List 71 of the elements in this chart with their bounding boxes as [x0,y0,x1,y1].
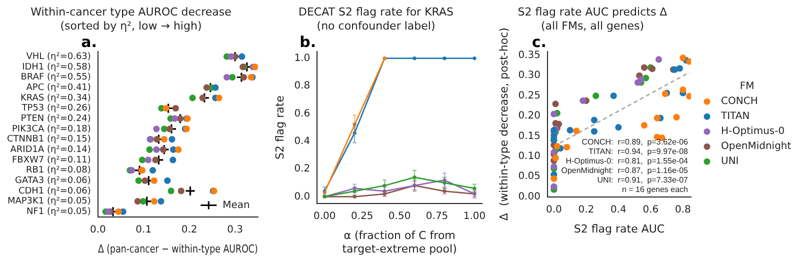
y-axis-title: S2 flag rate [273,95,286,160]
x-tick-label: 0.2 [181,224,198,236]
y-tick-label: FBXW7 (η²=0.11) [12,155,91,166]
legend-label: H-Optimus-0 [721,126,785,138]
annotation: OpenMidnight: r=0.87, p=1.16e-05 [561,166,689,176]
y-tick-label: RB1 (η²=0.08) [26,166,91,176]
y-tick-label: KRAS (η²=0.34) [20,93,91,104]
y-tick-label: 1.0 [294,52,310,64]
x-tick-label: 0.1 [136,224,152,236]
legend-label: TITAN [720,111,750,122]
y-tick-label: ARID1A (η²=0.14) [10,144,91,155]
y-tick-label: TP53 (η²=0.26) [20,104,91,114]
x-tick-label: 0.2 [578,204,594,216]
x-tick-label: 0.00 [313,211,336,222]
annotation: UNI: r=0.91, p=7.33e-07 [597,176,689,185]
x-tick-label: 0.4 [610,204,626,216]
y-tick-label: 0.10 [518,151,540,162]
y-tick-label: IDH1 (η²=0.58) [22,62,91,72]
legend-label: OpenMidnight [721,141,792,152]
y-tick-label: GATA3 (η²=0.06) [15,176,91,186]
y-tick-label: 0.20 [518,110,540,122]
x-tick-label: 0.25 [350,211,374,222]
chart-title: S2 flag rate AUC predicts Δ [518,5,668,18]
x-axis-title: S2 flag rate AUC [574,222,665,236]
y-tick-label: VHL (η²=0.63) [26,52,91,62]
y-tick-label: 0.25 [518,90,540,102]
chart-subtitle: (all FMs, all genes) [540,20,644,33]
y-tick-label: NF1 (η²=0.05) [26,206,91,217]
x-axis-title: α (fraction of C from target-extreme pool) [342,229,457,256]
x-tick-label: 0.3 [227,224,243,236]
y-tick-label: 0.05 [518,171,540,182]
y-tick-label: 0.2 [294,164,310,175]
x-tick-label: 0.8 [674,204,691,216]
legend-label: CONCH [721,96,758,108]
annotation: n = 16 genes each [622,185,688,194]
y-tick-label: 0.8 [294,80,310,92]
y-tick-label: 0.35 [518,50,540,62]
x-tick-label: 0.0 [90,224,106,236]
text: a. [81,32,97,51]
y-tick-label: 0.15 [518,130,540,142]
text: c. [532,32,546,51]
x-axis-title: Δ (pan-cancer − within-type AUROC) [98,243,258,256]
chart-subtitle: (no confounder label) [316,20,436,33]
y-tick-label: PTEN (η²=0.24) [20,114,91,124]
y-tick-label: CTNNB1 (η²=0.15) [6,134,91,145]
annotation: H-Optimus-0: r=0.81, p=1.55e-04 [566,156,689,166]
y-tick-label: BRAF (η²=0.55) [20,72,91,83]
x-tick-label: 0.50 [388,211,411,222]
y-axis-title: Δ (within-type decrease, post-hoc) [497,28,510,221]
annotation: CONCH: r=0.89, p=3.62e-06 [582,138,689,147]
y-tick-label: 0.0 [294,191,310,202]
legend-label: UNI [721,156,739,168]
chart-subtitle: (sorted by η², low → high) [60,20,202,33]
chart-title: Within-cancer type AUROC decrease [30,5,232,18]
y-tick-label: 0.00 [518,191,540,202]
y-tick-label: MAP3K1 (η²=0.05) [7,196,91,207]
chart-title: DECAT S2 flag rate for KRAS [298,5,454,18]
legend-title: FM [740,81,754,92]
y-tick-label: 0.6 [294,108,310,120]
x-tick-label: 0.0 [546,204,562,216]
y-tick-label: APC (η²=0.41) [26,82,91,93]
annotation: TITAN: r=0.94, p=9.97e-08 [588,147,689,156]
x-tick-label: 0.75 [426,211,448,222]
legend-label: Mean [222,200,250,211]
x-tick-label: 0.6 [642,204,659,216]
y-tick-label: CDH1 (η²=0.06) [18,186,91,196]
y-tick-label: 0.30 [518,70,540,82]
x-tick-label: 1.00 [463,211,486,222]
text: b. [300,32,316,51]
y-tick-label: PIK3CA (η²=0.18) [12,124,91,134]
y-tick-label: 0.4 [294,136,310,147]
